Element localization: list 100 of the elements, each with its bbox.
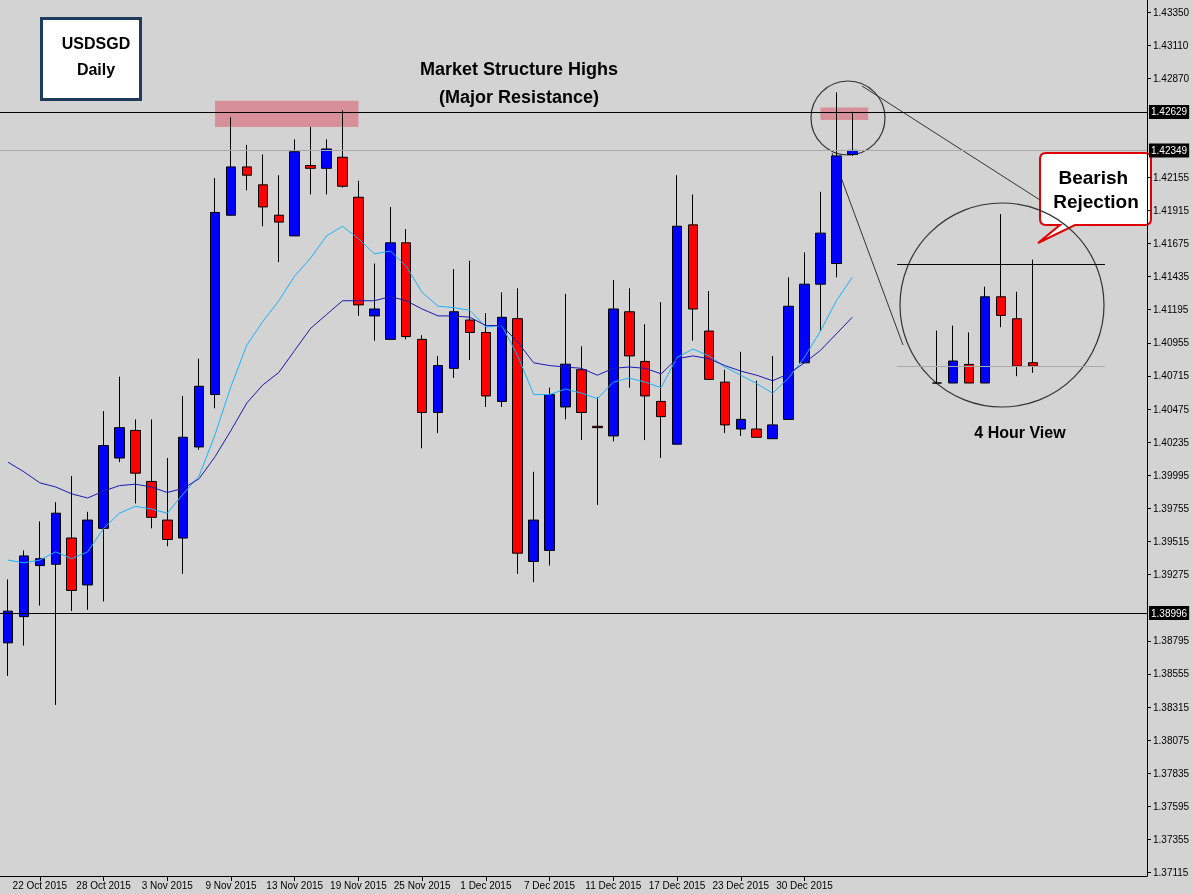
x-tick-label: 25 Nov 2015: [393, 879, 451, 891]
candlestick: [98, 410, 109, 602]
y-tick-label: 1.38315: [1153, 701, 1190, 713]
candlestick: [1012, 291, 1022, 377]
candlestick: [194, 358, 204, 451]
x-tick-label: 28 Oct 2015: [76, 879, 132, 891]
candlestick: [672, 174, 682, 445]
candlestick: [401, 228, 411, 340]
candlestick: [640, 323, 650, 441]
candlestick: [799, 251, 810, 364]
y-tick-label: 1.37595: [1153, 800, 1190, 812]
y-tick-label: 1.37355: [1153, 833, 1190, 845]
ref-line-label: 1.42349: [1151, 145, 1188, 157]
y-tick-label: 1.40715: [1153, 370, 1190, 382]
y-tick-label: 1.43350: [1153, 6, 1190, 18]
candlestick: [528, 471, 539, 583]
x-tick-label: 11 Dec 2015: [585, 879, 642, 891]
candlestick: [767, 355, 778, 440]
candlestick: [178, 395, 188, 575]
y-tick-label: 1.41675: [1153, 237, 1190, 249]
x-tick-label: 23 Dec 2015: [712, 879, 770, 891]
candlestick: [497, 291, 507, 408]
candlestick: [321, 138, 332, 196]
ref-line-label: 1.38996: [1151, 607, 1188, 619]
x-tick-label: 7 Dec 2015: [524, 879, 576, 891]
x-tick-label: 3 Nov 2015: [141, 879, 194, 891]
candlestick: [162, 457, 173, 547]
y-tick-label: 1.42870: [1153, 73, 1190, 85]
x-tick-label: 13 Nov 2015: [266, 879, 324, 891]
candlestick: [932, 330, 942, 384]
candlestick: [305, 126, 316, 196]
candlestick: [783, 276, 794, 420]
line-series: [7, 225, 853, 564]
candlestick: [385, 206, 396, 340]
candlestick: [815, 191, 826, 332]
y-tick-label: 1.41195: [1153, 304, 1189, 316]
candlestick: [576, 345, 587, 441]
annotation: (Major Resistance): [438, 87, 600, 107]
y-tick-label: 1.39515: [1153, 535, 1190, 547]
y-tick-label: 1.40475: [1153, 403, 1190, 415]
y-tick-label: 1.40955: [1153, 337, 1190, 349]
y-tick-label: 1.42155: [1153, 171, 1190, 183]
candlestick: [417, 334, 427, 449]
candlestick: [544, 387, 555, 567]
candlestick: [608, 279, 619, 442]
candlestick: [704, 290, 714, 380]
candlestick: [688, 194, 698, 342]
y-tick-label: 1.41915: [1153, 204, 1190, 216]
line-series: [7, 296, 853, 499]
candlestick: [82, 511, 93, 611]
candlestick: [720, 369, 730, 434]
candlestick: [751, 380, 762, 438]
y-tick-label: 1.41435: [1153, 271, 1190, 283]
x-tick-label: 9 Nov 2015: [205, 879, 257, 891]
annotation: Market Structure Highs: [419, 59, 619, 79]
candlestick: [624, 287, 635, 389]
candlestick: [242, 144, 252, 191]
text: Bearish Rejection: [1053, 166, 1139, 212]
candlestick: [736, 351, 746, 437]
candlestick: [66, 475, 77, 612]
candlestick: [353, 180, 364, 317]
candlestick: [114, 376, 125, 463]
candlestick: [433, 355, 443, 434]
candlestick: [948, 325, 958, 384]
candlestick: [210, 177, 220, 409]
y-tick-label: 1.43110: [1153, 40, 1189, 52]
y-tick-label: 1.38795: [1153, 635, 1190, 647]
ref-line-label: 1.42629: [1151, 106, 1188, 118]
candlestick: [449, 268, 459, 379]
candlestick: [274, 174, 284, 263]
candlestick: [465, 260, 475, 361]
candlestick: [258, 154, 268, 227]
text: USDSGD: [61, 34, 131, 52]
x-tick-label: 22 Oct 2015: [12, 879, 68, 891]
candlestick: [980, 286, 990, 384]
candlestick: [369, 262, 380, 342]
text: Daily: [76, 60, 116, 78]
x-tick-label: 30 Dec 2015: [776, 879, 834, 891]
candlestick: [481, 312, 491, 408]
candlestick: [592, 396, 603, 506]
candlestick: [656, 301, 666, 459]
candlestick: [130, 418, 141, 505]
y-tick-label: 1.38075: [1153, 734, 1190, 746]
candlestick: [512, 287, 523, 575]
text: 4 Hour View: [974, 423, 1067, 441]
y-tick-label: 1.39275: [1153, 569, 1190, 581]
candlestick: [35, 520, 45, 607]
candlestick: [560, 293, 571, 420]
x-tick-label: 17 Dec 2015: [648, 879, 706, 891]
y-tick-label: 1.38555: [1153, 668, 1190, 680]
candlestick: [289, 138, 300, 237]
x-tick-label: 19 Nov 2015: [330, 879, 388, 891]
y-tick-label: 1.37835: [1153, 767, 1190, 779]
candlestick: [146, 418, 157, 529]
y-tick-label: 1.40235: [1153, 436, 1190, 448]
y-tick-label: 1.39995: [1153, 469, 1190, 481]
y-tick-label: 1.39755: [1153, 502, 1190, 514]
candlestick: [226, 116, 236, 216]
y-tick-label: 1.37115: [1153, 867, 1189, 879]
candlestick: [964, 331, 974, 384]
